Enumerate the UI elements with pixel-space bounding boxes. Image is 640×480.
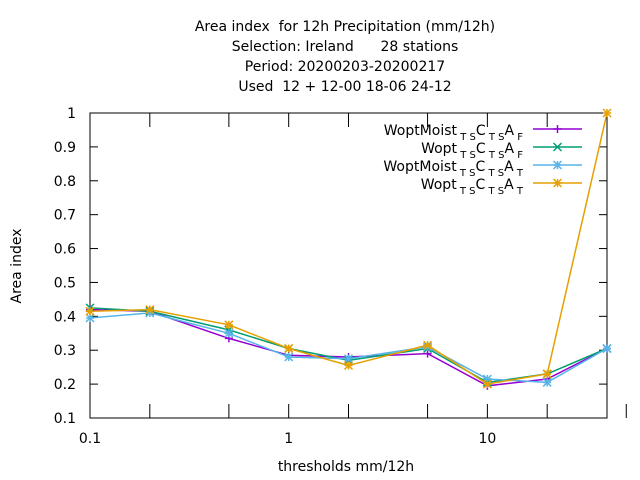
x-axis-label: thresholds mm/12h <box>278 459 414 475</box>
data-point <box>552 142 563 152</box>
y-tick-label: 0.2 <box>54 377 76 393</box>
series-line <box>89 307 608 384</box>
data-point <box>602 343 612 354</box>
y-tick-label: 0.4 <box>54 309 76 325</box>
series-line <box>89 312 608 384</box>
data-point <box>482 379 492 389</box>
series-line <box>89 112 608 385</box>
data-point <box>343 354 354 364</box>
y-axis: 0.1 0.2 0.3 0.4 0.5 0.6 0.7 0.8 0.9 1 <box>54 106 607 427</box>
data-point <box>542 377 552 387</box>
title-line: Period: 20200203-20200217 <box>245 59 445 75</box>
title-line: Selection: Ireland 28 stations <box>232 39 459 55</box>
y-tick-label: 0.3 <box>54 343 76 359</box>
data-point <box>542 369 552 379</box>
chart-title: Area index for 12h Precipitation (mm/12h… <box>195 19 495 95</box>
data-point <box>552 178 563 188</box>
y-tick-label: 1 <box>67 106 76 122</box>
series-line <box>89 308 608 387</box>
data-point <box>224 328 234 338</box>
data-point <box>284 343 294 354</box>
x-tick-label: 0.1 <box>79 431 101 447</box>
data-point <box>552 160 563 170</box>
title-line: Used 12 + 12-00 18-06 24-12 <box>238 79 451 95</box>
data-point <box>423 340 433 350</box>
legend-label: Wopt T SC T SA T <box>421 177 524 197</box>
y-tick-label: 0.1 <box>54 411 76 427</box>
y-tick-label: 0.9 <box>54 140 76 156</box>
x-tick-label: 10 <box>478 431 496 447</box>
x-axis: 0.1 1 10 <box>79 113 627 447</box>
y-tick-label: 0.7 <box>54 208 76 224</box>
data-point <box>553 125 562 133</box>
plot-frame <box>89 112 608 419</box>
series <box>85 108 612 389</box>
y-tick-label: 0.5 <box>54 275 76 291</box>
data-point <box>423 349 432 358</box>
data-point <box>145 305 155 315</box>
y-axis-label: Area index <box>9 229 25 304</box>
data-point <box>343 360 354 371</box>
data-point <box>224 320 234 330</box>
data-point <box>284 352 294 362</box>
title-line: Area index for 12h Precipitation (mm/12h… <box>195 19 495 35</box>
legend-label: WoptMoist T SC T SA T <box>383 159 523 179</box>
legend-label: WoptMoist T SC T SA F <box>384 123 523 143</box>
x-tick-label: 1 <box>284 431 293 447</box>
data-point <box>602 108 612 118</box>
y-tick-label: 0.6 <box>54 242 76 258</box>
y-tick-label: 0.8 <box>54 174 76 190</box>
series-lines <box>85 108 612 390</box>
legend-label: Wopt T SC T SA F <box>421 141 523 161</box>
data-point <box>85 306 95 316</box>
series <box>85 308 612 387</box>
data-point <box>85 313 95 323</box>
